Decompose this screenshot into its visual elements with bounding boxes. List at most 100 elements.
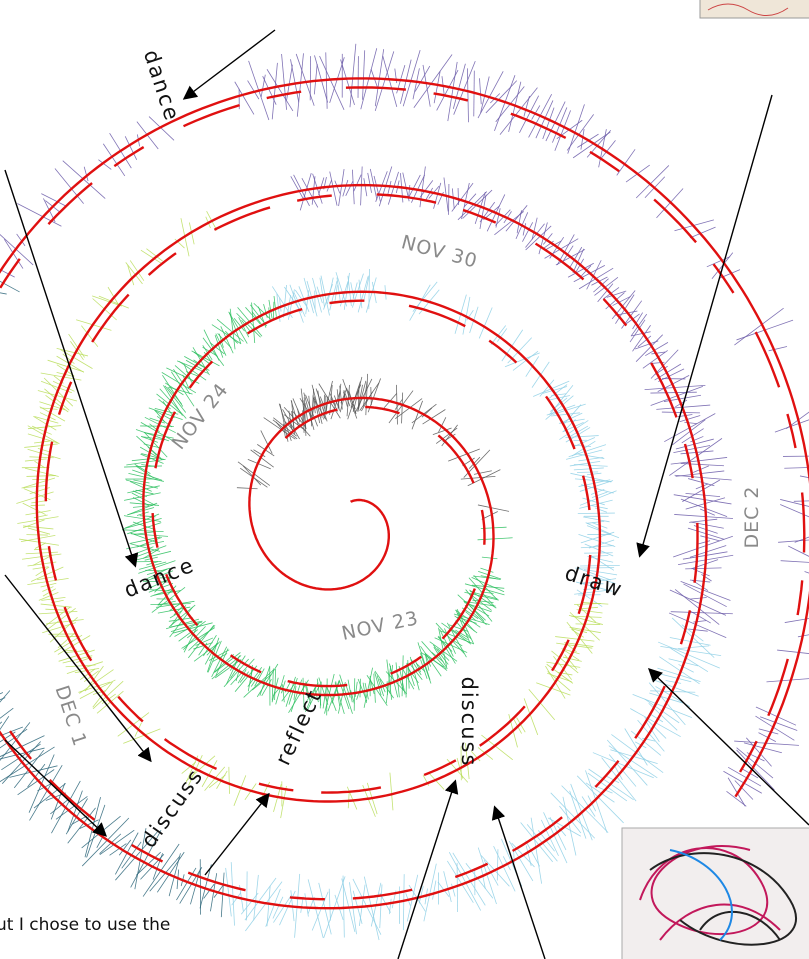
hatch-stroke [237, 488, 258, 489]
date-label: DEC 2 [741, 485, 763, 548]
date-label: NOV 30 [399, 231, 480, 272]
hatch-stroke [434, 183, 441, 209]
hatch-stroke [46, 619, 84, 623]
hatch-stroke [592, 492, 607, 498]
hatch-stroke [348, 791, 349, 808]
hatch-stroke [690, 598, 707, 600]
hatch-stroke [480, 568, 493, 572]
hatch-stroke [406, 663, 407, 697]
hatch-stroke [587, 473, 601, 475]
hatch-stroke [650, 392, 696, 393]
hatch-stroke [449, 852, 480, 910]
hatch-stroke [229, 767, 230, 794]
hatch-stroke [55, 169, 84, 204]
hatch-stroke [364, 877, 379, 940]
hatch-stroke [368, 173, 372, 193]
hatch-stroke [781, 561, 809, 564]
hatch-stroke [364, 668, 373, 708]
hatch-stroke [723, 771, 761, 793]
hatch-stroke [274, 296, 276, 317]
hatch-stroke [433, 881, 436, 900]
hatch-stroke [631, 314, 646, 336]
hatch-stroke [555, 637, 594, 642]
hatch-stroke [85, 797, 101, 857]
hatch-stroke [587, 521, 604, 523]
hatch-stroke [366, 374, 368, 415]
hatch-stroke [587, 260, 602, 289]
hatch-stroke [290, 59, 298, 102]
hatch-stroke [314, 64, 317, 94]
hatch-stroke [354, 678, 355, 710]
hatch-stroke [0, 698, 5, 716]
hatch-stroke [700, 536, 719, 541]
hatch-stroke [272, 63, 277, 119]
hatch-stroke [602, 758, 636, 801]
hatch-stroke [681, 463, 724, 465]
hatch-stroke [247, 871, 248, 920]
hatch-stroke [413, 68, 419, 99]
hatch-stroke [480, 78, 482, 104]
hatch-stroke [563, 657, 582, 661]
hatch-stroke [671, 612, 733, 614]
stroke-hatching [0, 44, 809, 940]
hatch-stroke [329, 889, 330, 921]
hatch-stroke [380, 884, 382, 928]
hatch-stroke [461, 476, 496, 479]
hatch-stroke [755, 716, 794, 740]
hatch-stroke [689, 519, 717, 522]
hatch-stroke [579, 534, 616, 546]
arrows [5, 30, 809, 959]
hatch-stroke [26, 476, 55, 477]
hatch-stroke [358, 276, 368, 312]
activity-label: reflect [271, 685, 327, 769]
hatch-stroke [304, 278, 314, 313]
hatch-stroke [784, 467, 809, 468]
hatch-stroke [689, 629, 708, 631]
arrow [185, 30, 275, 98]
hatch-stroke [698, 541, 710, 544]
hatch-stroke [291, 176, 304, 199]
thumbnail-top [700, 0, 809, 18]
hatch-stroke [583, 517, 610, 522]
hatch-stroke [788, 546, 809, 568]
hatch-stroke [320, 56, 344, 110]
hatch-stroke [370, 679, 374, 694]
hatch-stroke [683, 584, 726, 607]
hatch-stroke [375, 51, 394, 111]
hatch-stroke [231, 862, 234, 925]
hatch-stroke [577, 472, 598, 473]
hatch-stroke [502, 330, 523, 361]
hatch-stroke [353, 282, 357, 298]
hatch-stroke [666, 680, 681, 683]
hatch-stroke [305, 893, 309, 916]
activity-labels: dance dance draw discuss discuss reflect [121, 47, 627, 852]
hatch-stroke [350, 44, 356, 107]
hatch-stroke [339, 169, 344, 206]
hatch-stroke [352, 170, 354, 204]
hatch-stroke [57, 348, 88, 356]
hatch-stroke [517, 210, 521, 233]
hatch-stroke [593, 753, 654, 778]
hatch-stroke [769, 346, 787, 350]
hatch-stroke [448, 62, 457, 121]
hatch-stroke [524, 96, 530, 116]
hatch-stroke [363, 50, 365, 99]
hatch-stroke [226, 868, 232, 916]
date-label: NOV 23 [340, 607, 421, 645]
date-label: DEC 1 [51, 683, 91, 750]
hatch-stroke [453, 64, 465, 109]
hatch-stroke [0, 748, 45, 762]
hatch-stroke [800, 476, 809, 481]
hatch-stroke [467, 68, 468, 122]
hatch-stroke [275, 669, 276, 700]
hatch-stroke [245, 882, 282, 931]
hatch-stroke [685, 568, 721, 569]
hatch-stroke [17, 203, 61, 226]
activity-label: dance [139, 47, 185, 125]
hatch-stroke [700, 509, 715, 515]
hatch-stroke [567, 114, 594, 150]
hatch-stroke [359, 885, 365, 926]
hatch-stroke [444, 871, 452, 902]
hatch-stroke [546, 662, 580, 667]
hatch-stroke [408, 175, 420, 198]
